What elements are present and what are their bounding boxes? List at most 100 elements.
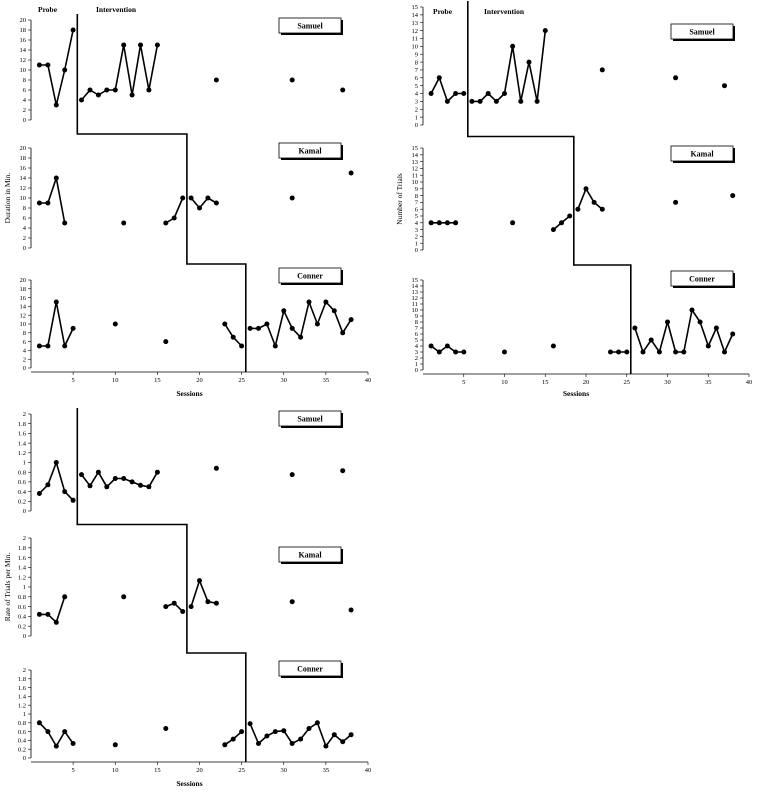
data-point: [213, 200, 219, 206]
data-point: [112, 742, 118, 748]
y-tick-label: 8: [23, 205, 26, 212]
data-point: [222, 742, 228, 748]
y-tick-label: 0: [23, 755, 26, 762]
y-tick-label: 10: [412, 44, 419, 51]
data-point: [213, 77, 219, 83]
data-point: [180, 609, 186, 614]
data-point: [112, 87, 118, 93]
data-point: [289, 77, 295, 83]
y-tick-label: 0.6: [18, 479, 27, 486]
data-point: [705, 343, 711, 349]
participant-name: Samuel: [297, 415, 323, 424]
y-tick-label: 0.6: [18, 729, 27, 736]
y-tick-label: 1: [23, 711, 26, 718]
data-point: [608, 349, 613, 355]
y-tick-label: 12: [20, 57, 27, 64]
data-point: [138, 42, 143, 48]
data-point: [689, 307, 695, 313]
data-point: [129, 479, 135, 485]
data-point: [444, 343, 450, 349]
y-tick-label: 11: [412, 36, 418, 43]
name-box-shadow: [341, 145, 343, 160]
y-tick-label: 10: [412, 307, 419, 314]
data-point: [502, 349, 507, 355]
data-point: [673, 199, 679, 205]
y-tick-label: 0.2: [18, 499, 26, 506]
y-tick-label: 0: [23, 245, 26, 252]
y-tick-label: 6: [23, 215, 27, 222]
data-point: [154, 469, 160, 475]
phase-label-intervention: Intervention: [96, 5, 137, 14]
y-tick-label: 1.6: [18, 685, 27, 692]
y-tick-label: 15: [412, 4, 419, 11]
y-tick-label: 0.4: [18, 738, 27, 745]
y-tick-label: 6: [415, 206, 419, 213]
data-point: [188, 195, 194, 201]
data-point: [264, 733, 270, 739]
data-point: [444, 220, 450, 226]
data-point: [289, 741, 295, 746]
series-line: [80, 44, 159, 101]
data-point: [493, 98, 499, 104]
name-box-shadow: [341, 413, 343, 428]
data-point: [461, 91, 467, 96]
data-point: [348, 317, 354, 323]
x-tick-label: 15: [154, 767, 161, 774]
data-point: [453, 349, 459, 355]
data-point: [45, 62, 51, 68]
phase-label-probe: Probe: [38, 5, 58, 14]
data-point: [247, 325, 253, 331]
y-tick-label: 1.2: [18, 574, 26, 581]
y-tick-label: 1.2: [18, 702, 26, 709]
data-point: [163, 604, 169, 610]
y-tick-label: 1.4: [18, 440, 27, 447]
y-tick-label: 4: [23, 348, 27, 355]
y-tick-label: 3: [415, 227, 418, 234]
participant-name: Conner: [297, 665, 323, 674]
y-tick-label: 0: [415, 367, 418, 374]
y-tick-label: 16: [20, 295, 27, 302]
y-tick-label: 1.6: [18, 431, 27, 438]
data-point: [53, 102, 59, 108]
data-point: [673, 75, 679, 81]
panel-kamal: 0 0.2 0.4 0.6 0.8 1 1.2 1.4 1.6 1.8 2 Kamal: [18, 535, 354, 640]
y-tick-label: 0: [23, 365, 26, 372]
data-point: [632, 325, 638, 331]
y-tick-label: 12: [20, 312, 27, 319]
y-tick-label: 13: [412, 289, 419, 296]
data-point: [205, 599, 211, 605]
data-point: [730, 331, 736, 337]
y-tick-label: 1: [23, 584, 26, 591]
data-point: [205, 195, 211, 201]
phase-change-line: [76, 14, 247, 372]
data-point: [272, 729, 278, 735]
x-tick-label: 30: [281, 767, 288, 774]
data-point: [697, 319, 703, 325]
data-point: [656, 349, 662, 355]
y-tick-label: 9: [415, 51, 418, 58]
y-tick-label: 13: [412, 159, 419, 166]
name-box-shadow: [733, 273, 735, 288]
data-point: [53, 299, 59, 305]
y-tick-label: 2: [23, 411, 26, 418]
y-tick-label: 0.4: [18, 489, 27, 496]
data-point: [722, 83, 727, 89]
series-line: [430, 77, 464, 103]
data-point: [45, 343, 51, 349]
data-point: [163, 726, 169, 731]
x-tick-label: 5: [72, 377, 75, 384]
phase-label-intervention: Intervention: [484, 7, 525, 16]
data-point: [453, 91, 459, 96]
name-box-shadow: [733, 148, 735, 163]
data-point: [247, 721, 253, 727]
panel-kamal: 0 2 4 6 8 10 12 14 16 18 20 Kamal: [20, 142, 354, 252]
data-point: [510, 220, 516, 226]
y-tick-label: 10: [20, 321, 27, 328]
y-tick-label: 13: [412, 20, 419, 27]
data-point: [87, 87, 93, 93]
data-point: [62, 729, 68, 735]
x-tick-label: 25: [238, 767, 245, 774]
